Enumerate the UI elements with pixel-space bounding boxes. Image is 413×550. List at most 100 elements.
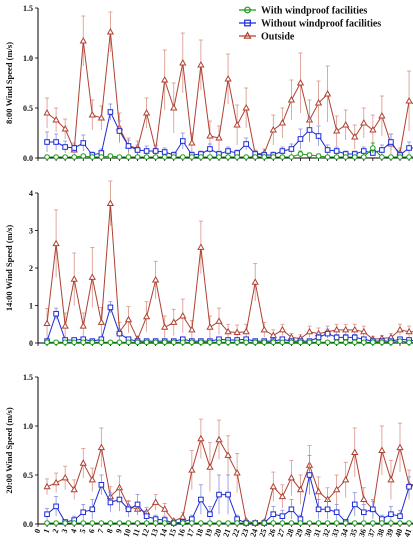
data-point	[44, 511, 50, 517]
data-point	[243, 339, 249, 346]
legend-marker-triangle	[243, 31, 252, 39]
data-point	[71, 520, 77, 526]
panel-2: 0 1 2 3 4 14:00 Wind Speed (m/s)	[4, 180, 413, 348]
data-point	[351, 448, 359, 455]
data-point	[107, 109, 114, 115]
data-point	[107, 304, 114, 311]
data-point	[134, 154, 141, 160]
data-point	[324, 506, 331, 513]
data-point	[397, 513, 403, 519]
series-outside	[43, 418, 413, 526]
data-point	[279, 520, 286, 526]
x-tick-label: 26	[266, 528, 277, 539]
data-point	[61, 124, 69, 132]
data-point	[297, 520, 304, 526]
data-point	[207, 339, 213, 346]
x-tick-label: 9	[114, 528, 124, 535]
x-tick-label: 3	[60, 528, 70, 535]
data-point	[379, 520, 385, 526]
data-point	[333, 325, 341, 333]
data-point	[342, 325, 350, 333]
data-point	[98, 339, 105, 346]
x-tick-label: 35	[348, 528, 359, 539]
data-point	[397, 338, 403, 344]
data-point	[216, 520, 222, 526]
data-point	[179, 311, 187, 319]
data-point	[189, 520, 195, 526]
x-tick-label: 27	[276, 528, 287, 539]
data-point	[351, 334, 358, 341]
panel-1: 0.0 0.5 1.0 1.5 8:00 Wind Speed (m/s)	[4, 4, 413, 163]
data-point	[224, 74, 232, 82]
data-point	[53, 139, 59, 145]
data-point	[198, 520, 204, 526]
data-point	[170, 154, 177, 160]
data-point	[180, 520, 186, 526]
data-point	[80, 140, 87, 146]
data-point	[142, 108, 151, 116]
data-point	[396, 325, 404, 333]
data-point	[306, 472, 313, 478]
data-point	[107, 153, 114, 159]
series-outside	[43, 11, 413, 158]
data-point	[270, 339, 277, 346]
data-point	[324, 330, 331, 337]
data-point	[188, 138, 196, 146]
data-point	[261, 154, 268, 160]
data-point	[360, 327, 368, 335]
data-point	[306, 127, 313, 133]
data-point	[233, 120, 241, 128]
legend: With windproof facilities Without windpr…	[239, 6, 381, 43]
data-point	[125, 154, 132, 160]
x-tick-label: 10	[122, 528, 133, 539]
data-point	[279, 339, 286, 346]
legend-label-without: Without windproof facilities	[261, 19, 381, 30]
data-point	[44, 339, 50, 346]
data-point	[44, 154, 50, 160]
data-point	[351, 132, 359, 140]
data-point	[152, 148, 159, 154]
data-point	[197, 243, 205, 250]
x-tick-label: 25	[257, 528, 268, 539]
x-tick-label: 4	[69, 528, 79, 535]
data-point	[170, 339, 177, 346]
data-point	[269, 125, 277, 133]
data-point	[125, 506, 132, 513]
data-point	[88, 475, 96, 483]
data-point	[98, 154, 105, 160]
data-point	[106, 199, 115, 206]
data-point	[80, 339, 87, 346]
data-point	[406, 483, 412, 490]
data-point	[370, 506, 376, 513]
legend-label-outside: Outside	[261, 32, 295, 43]
data-point	[134, 520, 141, 526]
data-point	[315, 334, 322, 341]
x-tick-label: 39	[384, 528, 395, 539]
data-point	[279, 154, 286, 160]
data-point	[161, 339, 168, 346]
data-point	[351, 501, 358, 508]
data-point	[125, 339, 132, 346]
data-point	[379, 154, 385, 160]
x-tick-label: 20	[212, 528, 223, 539]
data-point	[315, 153, 322, 159]
data-point	[134, 147, 141, 153]
data-point	[234, 154, 240, 160]
x-tick-label: 28	[285, 528, 296, 539]
data-point	[97, 113, 106, 121]
data-point	[388, 511, 394, 517]
data-point	[197, 434, 205, 442]
data-point	[269, 331, 277, 338]
data-point	[206, 323, 214, 330]
data-point	[198, 339, 204, 346]
data-point	[152, 339, 159, 346]
data-point	[170, 520, 177, 526]
data-point	[143, 513, 150, 519]
y-tick-label: 0.5	[23, 471, 33, 480]
data-point	[79, 459, 87, 466]
data-point	[198, 496, 204, 503]
data-point	[225, 154, 231, 160]
data-point	[125, 520, 132, 526]
data-point	[287, 95, 296, 103]
y-tick-label: 1.0	[23, 422, 33, 431]
